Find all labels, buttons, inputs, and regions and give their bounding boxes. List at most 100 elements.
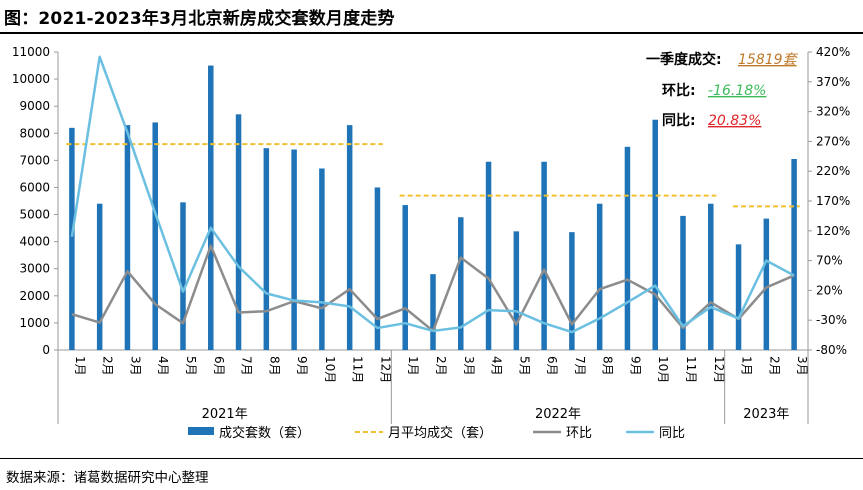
- legend: 成交套数（套） 月平均成交（套） 环比 同比: [188, 425, 685, 441]
- right-tick-label: 370%: [816, 75, 850, 89]
- chart: 0 1000 2000 3000 4000 5000 6000 7000 8000 9000 100…: [12, 45, 851, 441]
- right-tick-label: 320%: [816, 105, 850, 119]
- legend-bar-label: 成交套数（套）: [219, 425, 310, 441]
- left-tick-label: 4000: [19, 235, 50, 249]
- x-tick-label: 6月: [212, 356, 226, 376]
- x-tick-label: 10月: [656, 356, 670, 383]
- bar: [291, 149, 297, 350]
- q1-total-value: 15819套: [738, 52, 799, 68]
- bar: [263, 148, 270, 350]
- bar: [152, 122, 158, 350]
- bar: [569, 232, 575, 350]
- page-title: 图：2021-2023年3月北京新房成交套数月度走势: [4, 9, 395, 29]
- bar: [485, 161, 492, 350]
- bar: [652, 119, 658, 351]
- yoy-value: 20.83%: [708, 113, 761, 129]
- bar: [346, 125, 353, 351]
- right-tick-label: 70%: [816, 254, 843, 268]
- left-tick-label: 1000: [19, 316, 50, 330]
- bar: [124, 125, 131, 351]
- right-tick-label: 420%: [816, 45, 850, 59]
- x-tick-label: 9月: [628, 356, 642, 376]
- right-tick-label: -80%: [816, 343, 847, 357]
- x-tick-label: 2月: [434, 356, 448, 376]
- x-tick-label: 5月: [184, 356, 198, 376]
- bar: [235, 114, 242, 351]
- bar: [708, 203, 714, 350]
- left-tick-label: 7000: [19, 153, 50, 167]
- bar: [791, 159, 797, 350]
- right-tick-label: 20%: [816, 283, 843, 297]
- bar: [458, 217, 464, 350]
- x-tick-label: 7月: [573, 356, 587, 376]
- yoy-line: [70, 55, 795, 334]
- x-tick-label: 2月: [767, 356, 781, 376]
- legend-avg-label: 月平均成交（套）: [388, 425, 492, 441]
- x-axis-labels: 1月 2月 3月 4月 5月 6月 7月 8月 9月 10月 11月 12月 1月 2月 3月 4月 5月 6月 7…: [73, 356, 809, 383]
- x-tick-label: 1月: [406, 356, 420, 376]
- x-tick-label: 4月: [156, 356, 170, 376]
- line-series: [66, 55, 800, 334]
- bar: [596, 203, 603, 350]
- bar: [624, 146, 631, 350]
- bar: [96, 203, 103, 350]
- x-tick-label: 9月: [295, 356, 309, 376]
- bar: [374, 187, 381, 350]
- x-tick-label: 8月: [267, 356, 281, 376]
- right-tick-label: -30%: [816, 313, 847, 327]
- x-tick-label: 3月: [795, 356, 809, 376]
- year-group-labels: 2021年 2022年 2023年: [57, 350, 809, 424]
- left-tick-label: 6000: [19, 180, 50, 194]
- x-tick-label: 1月: [740, 356, 754, 376]
- bar: [319, 168, 325, 350]
- x-tick-label: 11月: [351, 356, 365, 383]
- left-tick-label: 5000: [19, 208, 50, 222]
- left-tick-label: 8000: [19, 126, 50, 140]
- x-tick-label: 3月: [462, 356, 476, 376]
- x-tick-label: 12月: [712, 356, 726, 383]
- left-axis-ticks: 0 1000 2000 3000 4000 5000 6000 7000 8000 9000 100…: [12, 45, 58, 357]
- bar: [513, 231, 520, 350]
- x-tick-label: 6月: [545, 356, 559, 376]
- x-tick-label: 4月: [490, 356, 504, 376]
- x-tick-label: 7月: [240, 356, 254, 376]
- x-tick-label: 2月: [101, 356, 115, 376]
- legend-yoy-label: 同比: [659, 426, 685, 441]
- x-tick-label: 5月: [517, 356, 531, 376]
- x-tick-label: 3月: [128, 356, 142, 376]
- bar: [69, 127, 75, 350]
- bar: [402, 205, 408, 350]
- bar: [763, 218, 770, 350]
- right-tick-label: 220%: [816, 164, 850, 178]
- x-tick-label: 11月: [684, 356, 698, 383]
- bar: [735, 244, 742, 350]
- right-tick-label: 170%: [816, 194, 850, 208]
- x-tick-label: 10月: [323, 356, 337, 383]
- left-tick-label: 9000: [19, 99, 50, 113]
- yoy-label: 同比:: [662, 112, 696, 129]
- right-tick-label: 270%: [816, 134, 850, 148]
- bar: [680, 215, 686, 350]
- bar: [180, 202, 186, 350]
- year-label: 2021年: [202, 407, 248, 422]
- left-tick-label: 3000: [19, 262, 50, 276]
- x-tick-label: 1月: [73, 356, 87, 376]
- legend-mom-label: 环比: [566, 426, 592, 441]
- year-label: 2022年: [535, 407, 581, 422]
- left-tick-label: 0: [42, 343, 50, 357]
- mom-label: 环比:: [662, 82, 696, 99]
- source-rule: [0, 458, 863, 459]
- left-tick-label: 10000: [12, 72, 50, 86]
- left-tick-label: 2000: [19, 289, 50, 303]
- x-tick-label: 12月: [378, 356, 392, 383]
- legend-bar-swatch: [188, 427, 214, 435]
- x-tick-label: 8月: [601, 356, 615, 376]
- left-tick-label: 11000: [12, 45, 50, 59]
- bar: [430, 274, 436, 350]
- bar: [208, 65, 214, 350]
- source-note: 数据来源：诸葛数据研究中心整理: [6, 470, 209, 486]
- right-tick-label: 120%: [816, 224, 850, 238]
- bar-series: [69, 65, 797, 351]
- year-label: 2023年: [743, 407, 789, 422]
- q1-total-label: 一季度成交:: [646, 51, 722, 68]
